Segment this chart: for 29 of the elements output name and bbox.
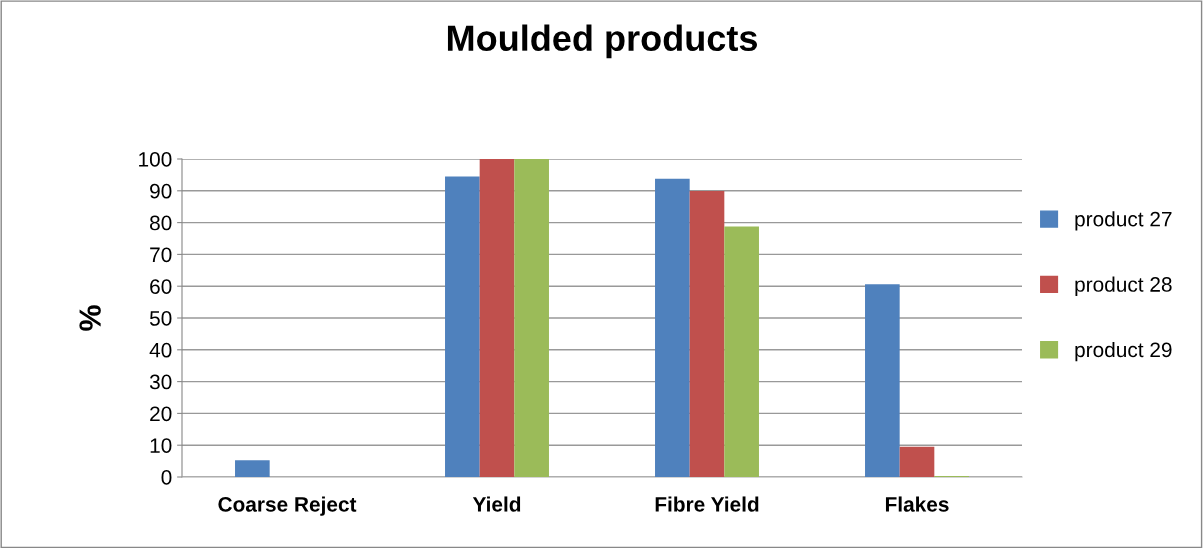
y-tick-label: 100 — [139, 152, 172, 167]
chart-title: Moulded products — [447, 24, 757, 59]
x-tick-label: Fibre Yield — [655, 496, 759, 512]
y-tick-label: 0 — [161, 470, 172, 485]
bar — [655, 178, 690, 477]
x-tick-label: Yield — [472, 496, 521, 512]
bar — [899, 446, 935, 477]
x-tick-label: Flakes — [885, 496, 949, 512]
y-tick-label: 60 — [150, 279, 172, 294]
y-tick-label: 90 — [150, 183, 172, 199]
legend-label: product 27 — [1075, 211, 1172, 231]
legend-label: product 29 — [1075, 341, 1172, 362]
bar — [235, 460, 270, 477]
y-tick-label: 30 — [149, 374, 172, 390]
y-tick-label: 40 — [149, 342, 172, 358]
legend-label: product 28 — [1075, 276, 1172, 296]
bar — [865, 284, 900, 477]
y-tick-label: 20 — [150, 406, 172, 422]
y-tick-label: 80 — [150, 215, 172, 231]
bar — [689, 191, 725, 477]
y-axis-title: % — [79, 305, 101, 331]
bar — [479, 159, 515, 477]
y-tick-label: 50 — [149, 311, 172, 326]
bar — [724, 226, 759, 477]
bar — [514, 159, 549, 477]
y-tick-label: 70 — [150, 247, 172, 263]
y-tick-label: 10 — [150, 438, 172, 453]
bar — [445, 176, 480, 477]
x-tick-label: Coarse Reject — [218, 496, 357, 516]
